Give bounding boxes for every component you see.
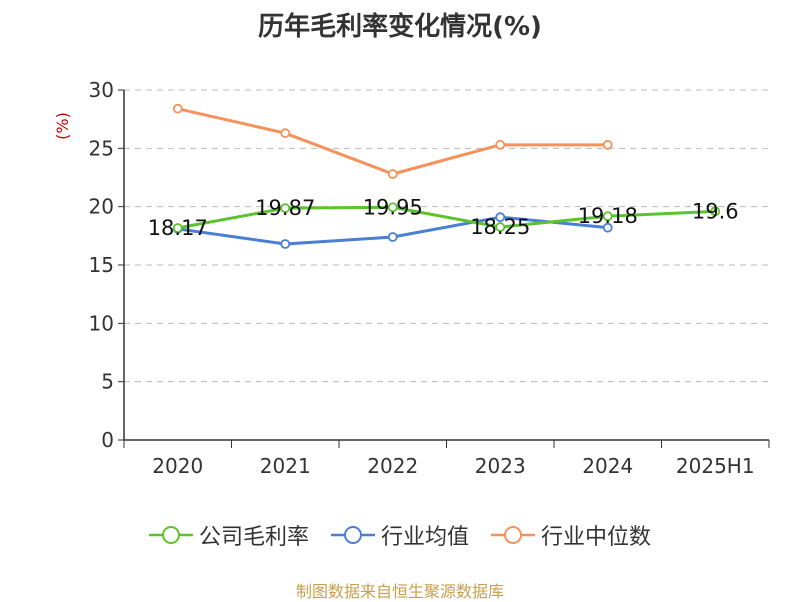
- y-tick-label: 25: [89, 136, 114, 160]
- data-point: [387, 202, 398, 213]
- y-tick-label: 15: [89, 253, 114, 277]
- y-tick-label: 5: [101, 370, 114, 394]
- y-tick-label: 30: [89, 78, 114, 102]
- data-point: [280, 239, 291, 249]
- series-line-0: [177, 205, 716, 230]
- data-point: [172, 223, 183, 233]
- data-label: 19.87: [255, 196, 315, 220]
- data-point: [602, 222, 613, 233]
- x-tick-label: 2020: [152, 454, 203, 478]
- x-tick-label: 2025H1: [676, 454, 755, 478]
- legend-item-industry-median[interactable]: 行业中位数: [491, 519, 651, 551]
- data-point: [602, 139, 613, 150]
- y-tick-label: 20: [89, 195, 114, 219]
- data-point: [280, 203, 291, 214]
- data-point: [602, 211, 613, 222]
- data-label: 19.6: [692, 199, 739, 223]
- legend-item-industry-average[interactable]: 行业均值: [330, 519, 469, 551]
- legend-marker-industry-average: [330, 526, 375, 544]
- data-point: [495, 139, 506, 150]
- x-tick-label: 2022: [367, 454, 418, 478]
- legend-marker-company: [148, 526, 193, 544]
- y-axis-label: (%): [53, 112, 72, 140]
- data-point: [387, 169, 398, 179]
- data-label: 19.18: [578, 204, 638, 228]
- data-point: [172, 103, 183, 114]
- data-label: 18.25: [470, 215, 530, 239]
- data-point: [495, 222, 506, 232]
- legend-label-industry-median: 行业中位数: [541, 525, 652, 550]
- chart-title: 历年毛利率变化情况(%): [258, 12, 542, 42]
- y-tick-label: 10: [89, 311, 114, 335]
- legend-label-company: 公司毛利率: [198, 525, 309, 550]
- y-tick-label: 0: [101, 428, 114, 452]
- x-tick-label: 2021: [260, 454, 311, 478]
- legend: 公司毛利率 行业均值 行业中位数: [0, 519, 800, 551]
- data-point: [710, 206, 721, 217]
- data-point: [280, 128, 291, 139]
- legend-label-industry-average: 行业均值: [380, 525, 469, 550]
- legend-item-company-gross-margin[interactable]: 公司毛利率: [148, 519, 309, 551]
- series-line-2: [177, 107, 608, 176]
- data-label: 18.17: [148, 216, 208, 240]
- legend-marker-industry-median: [491, 526, 535, 544]
- source-note: 制图数据来自恒生聚源数据库: [295, 582, 504, 601]
- x-tick-label: 2024: [582, 454, 633, 478]
- data-point: [387, 232, 398, 242]
- data-label: 19.95: [363, 195, 423, 219]
- data-point: [495, 212, 506, 223]
- x-tick-label: 2023: [475, 454, 526, 478]
